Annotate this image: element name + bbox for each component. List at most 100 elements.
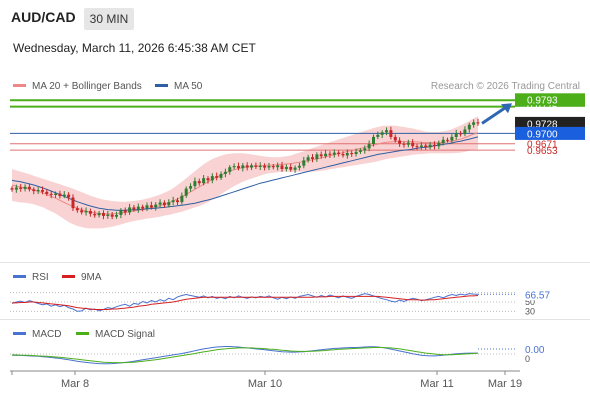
legend-label-ma50: MA 50 bbox=[174, 81, 203, 92]
level-tag-0.9700 bbox=[515, 126, 585, 140]
x-tick-label: Mar 10 bbox=[248, 378, 282, 390]
candle-body bbox=[167, 202, 171, 206]
candle-body bbox=[36, 190, 40, 192]
forecast-arrow-shaft bbox=[481, 106, 507, 125]
candle-body bbox=[284, 166, 288, 169]
candle-body bbox=[106, 214, 110, 216]
candle-body bbox=[84, 211, 88, 213]
legend-rsi: RSI bbox=[13, 272, 49, 283]
price-panel: 0.97930.97750.97280.97000.96710.96530.97… bbox=[10, 93, 585, 229]
candle-body bbox=[367, 144, 371, 149]
candle-body bbox=[424, 145, 428, 148]
candle-body bbox=[176, 200, 179, 203]
candle-body bbox=[267, 166, 271, 168]
candle-body bbox=[206, 178, 210, 181]
candle-body bbox=[389, 130, 393, 137]
candle-body bbox=[402, 143, 406, 145]
candle-body bbox=[245, 165, 249, 168]
candle-body bbox=[337, 152, 341, 154]
candle-body bbox=[71, 197, 75, 209]
macd-panel: 00.00 bbox=[10, 345, 545, 365]
candle-body bbox=[411, 142, 415, 147]
candle-body bbox=[376, 134, 380, 137]
candle-body bbox=[180, 195, 184, 203]
candle-body bbox=[250, 165, 253, 168]
macd-series-MACD bbox=[11, 346, 478, 365]
candle-body bbox=[184, 188, 188, 196]
candle-body bbox=[145, 205, 149, 209]
candle-body bbox=[215, 176, 219, 178]
candle-body bbox=[354, 151, 358, 154]
candle-body bbox=[406, 142, 410, 145]
macd-series-MACD-Signal bbox=[12, 347, 479, 364]
candle-body bbox=[332, 152, 336, 155]
level-label-0.9671: 0.9671 bbox=[527, 140, 558, 151]
x-axis: Mar 8 Mar 10 Mar 11 Mar 19 bbox=[10, 370, 522, 390]
candle-body bbox=[197, 181, 201, 184]
candle-body bbox=[23, 186, 27, 189]
candle-body bbox=[476, 122, 480, 124]
candle-body bbox=[350, 153, 354, 155]
candle-body bbox=[358, 150, 362, 152]
candle-body bbox=[219, 174, 223, 178]
candle-body bbox=[289, 166, 293, 170]
level-label-0.9653: 0.9653 bbox=[527, 146, 558, 157]
candle-body bbox=[149, 205, 153, 208]
candle-body bbox=[141, 206, 145, 209]
candle-body bbox=[62, 194, 66, 196]
panel-separator-macd bbox=[0, 319, 590, 320]
candle-body bbox=[467, 124, 471, 130]
candle-body bbox=[10, 188, 14, 190]
timeframe-badge[interactable]: 30 MIN bbox=[84, 8, 134, 30]
candle-body bbox=[393, 136, 397, 141]
rsi-last-bg bbox=[520, 288, 555, 301]
candle-body bbox=[302, 160, 306, 166]
legend-ma50: MA 50 bbox=[155, 81, 202, 92]
candle-body bbox=[446, 139, 449, 141]
level-label-0.9775: 0.9775 bbox=[527, 103, 558, 114]
candle-body bbox=[54, 193, 58, 195]
level-label-0.9700: 0.9700 bbox=[527, 129, 558, 140]
candle-body bbox=[102, 213, 105, 216]
macd-last-value: 0.00 bbox=[525, 345, 545, 356]
candle-body bbox=[171, 200, 175, 203]
level-label-top: 0.9793 bbox=[527, 95, 558, 106]
candle-body bbox=[119, 210, 123, 215]
ma50-line bbox=[11, 136, 479, 211]
candle-body bbox=[306, 157, 310, 161]
candle-body bbox=[136, 206, 140, 210]
candle-body bbox=[441, 139, 445, 143]
legend-swatch-ma20 bbox=[13, 83, 26, 87]
candle-body bbox=[241, 165, 245, 169]
legend-macd: MACD bbox=[13, 329, 61, 340]
candle-body bbox=[58, 193, 62, 197]
candle-body bbox=[459, 133, 463, 135]
x-tick-label: Mar 11 bbox=[420, 378, 453, 390]
candle-body bbox=[280, 165, 284, 169]
candle-body bbox=[432, 144, 436, 147]
candle-body bbox=[110, 214, 114, 217]
macd-zero-label: 0 bbox=[525, 354, 530, 364]
candle-body bbox=[88, 211, 92, 214]
candle-body bbox=[263, 165, 267, 168]
rsi-level-label: 30 bbox=[525, 306, 535, 316]
legend-swatch-macd-signal bbox=[76, 331, 89, 335]
candle-body bbox=[380, 132, 384, 135]
legend-rsi-9ma: 9MA bbox=[62, 272, 102, 283]
candle-body bbox=[228, 167, 232, 172]
candle-body bbox=[41, 190, 44, 192]
datetime-label: Wednesday, March 11, 2026 6:45:38 AM CET bbox=[13, 41, 256, 55]
legend-swatch-macd bbox=[13, 331, 26, 335]
level-tag-top bbox=[515, 93, 585, 106]
candle-body bbox=[328, 153, 332, 155]
candle-body bbox=[237, 166, 240, 169]
candle-body bbox=[293, 167, 297, 170]
candle-body bbox=[80, 210, 84, 213]
legend-swatch-9ma bbox=[62, 274, 75, 278]
candle-body bbox=[45, 191, 49, 194]
candle-body bbox=[363, 148, 367, 151]
candle-body bbox=[75, 208, 79, 211]
symbol-title: AUD/CAD bbox=[11, 9, 76, 25]
candle-body bbox=[123, 210, 127, 213]
candle-body bbox=[271, 166, 275, 168]
